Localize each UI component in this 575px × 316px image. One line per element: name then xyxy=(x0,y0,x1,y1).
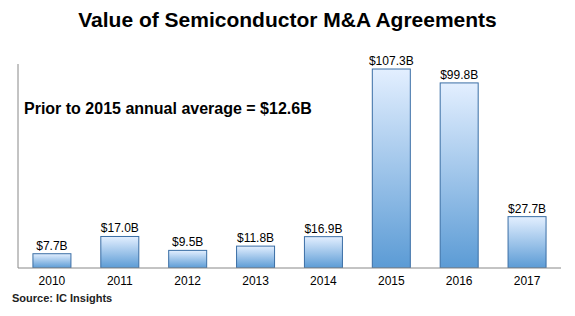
svg-text:2017: 2017 xyxy=(514,274,541,288)
svg-text:$11.8B: $11.8B xyxy=(237,231,274,245)
svg-text:2014: 2014 xyxy=(310,274,337,288)
svg-text:$27.7B: $27.7B xyxy=(508,202,546,216)
svg-text:2011: 2011 xyxy=(107,274,133,288)
svg-text:2013: 2013 xyxy=(242,274,269,288)
svg-text:2012: 2012 xyxy=(174,274,201,288)
svg-text:2015: 2015 xyxy=(378,274,405,288)
html-text:Prior to 2015 annual average =: Prior to 2015 annual average = $12.6B xyxy=(24,100,312,117)
svg-text:2010: 2010 xyxy=(39,274,66,288)
html-text:Value of Semiconductor M&A Agr: Value of Semiconductor M&A Agreements xyxy=(78,8,497,31)
svg-text:$17.0B: $17.0B xyxy=(101,221,139,235)
svg-text:$7.7B: $7.7B xyxy=(36,239,67,253)
svg-text:$16.9B: $16.9B xyxy=(304,222,342,236)
svg-text:$9.5B: $9.5B xyxy=(172,235,203,249)
html-text:Source: IC Insights: Source: IC Insights xyxy=(12,292,113,304)
svg-text:$99.8B: $99.8B xyxy=(440,68,478,82)
svg-text:2016: 2016 xyxy=(446,274,473,288)
svg-text:$107.3B: $107.3B xyxy=(369,54,414,68)
